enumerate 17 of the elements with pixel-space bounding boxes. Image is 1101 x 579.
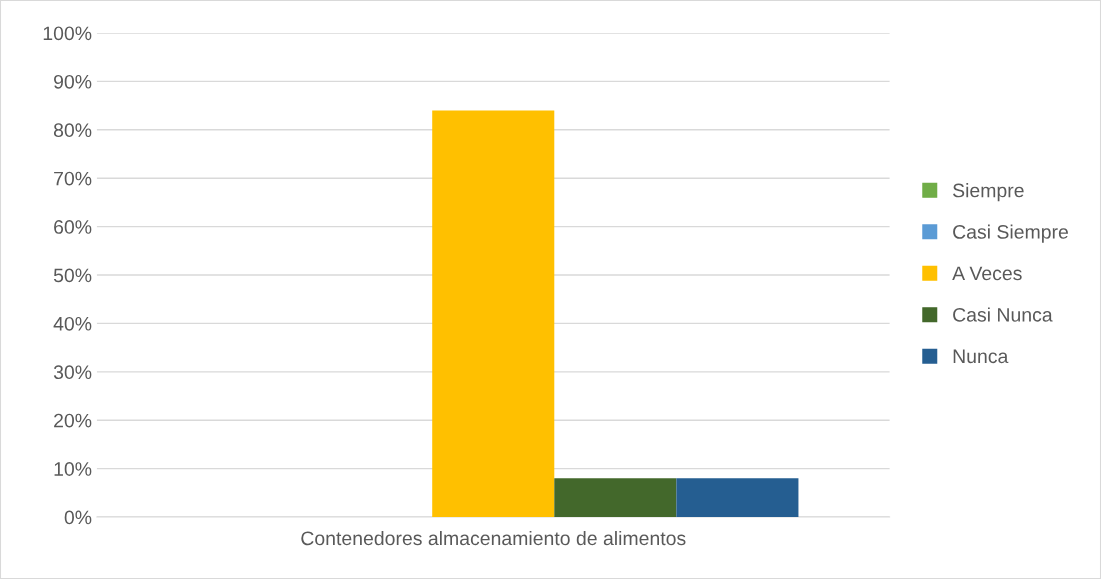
y-tick-label: 0% [64, 510, 92, 525]
y-tick-label: 20% [54, 413, 92, 428]
legend-label: Casi Nunca [953, 307, 1053, 322]
y-tick-label: 10% [54, 462, 92, 476]
y-tick-label: 40% [53, 316, 92, 331]
legend-label: Siempre [953, 183, 1024, 202]
y-tick-label: 80% [53, 123, 92, 138]
y-tick-label: 30% [53, 365, 92, 380]
x-tick-label: Contenedores almacenamiento de alimentos [301, 530, 686, 546]
y-tick-label: 100% [43, 26, 92, 41]
y-tick-label: 60% [54, 220, 92, 234]
legend-label: Casi Siempre [953, 224, 1068, 243]
y-tick-label: 50% [53, 268, 92, 283]
legend-label: A Veces [952, 266, 1022, 281]
legend-label: Nunca [953, 349, 1009, 364]
y-tick-label: 90% [54, 74, 92, 89]
y-tick-label: 70% [54, 171, 92, 186]
